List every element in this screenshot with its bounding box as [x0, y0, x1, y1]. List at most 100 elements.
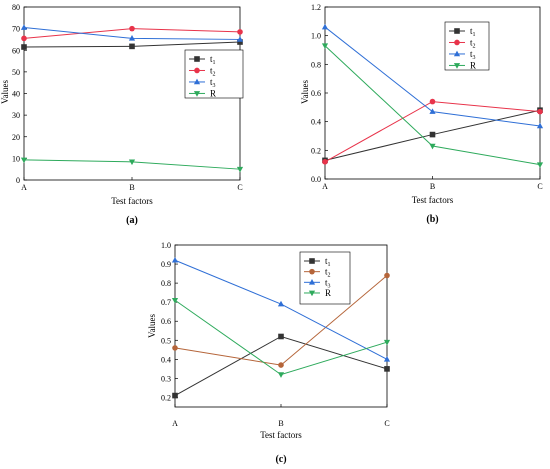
series-t3 [171, 256, 391, 362]
legend-marker [453, 50, 461, 57]
legend-label: t2 [210, 65, 216, 77]
y-tick-label: 0.2 [161, 393, 171, 402]
legend-marker [309, 268, 315, 275]
y-tick-label: 0.4 [161, 355, 171, 364]
legend-box [444, 21, 490, 71]
data-point [278, 333, 284, 340]
data-point [236, 166, 244, 173]
y-tick-label: 50 [12, 68, 20, 77]
y-tick-label: 0.8 [311, 60, 321, 69]
plot-frame [324, 6, 541, 180]
legend-marker [454, 28, 460, 34]
legend-item: R [449, 60, 476, 70]
y-tick-label: 10 [12, 154, 20, 163]
legend-marker [453, 63, 461, 69]
legend-item: R [189, 88, 216, 98]
y-tick-label: 0.5 [161, 336, 171, 345]
series-t1 [322, 107, 543, 164]
data-point [383, 356, 391, 362]
y-tick-label: 0.9 [161, 260, 171, 269]
y-tick-label: 0.8 [161, 279, 171, 288]
legend-label: t3 [470, 49, 476, 61]
data-point [429, 108, 436, 114]
chart-caption: (c) [275, 454, 286, 465]
y-tick-label: 0.6 [161, 317, 171, 326]
legend-item: t1 [304, 256, 331, 268]
data-point [429, 143, 436, 150]
y-tick-label: 60 [12, 46, 20, 55]
legend-label: R [325, 288, 331, 298]
x-tick-label: B [278, 419, 283, 428]
legend-item: t1 [189, 54, 216, 66]
legend-label: R [470, 60, 476, 70]
legend-label: t1 [470, 26, 476, 38]
x-tick-label: B [129, 183, 134, 192]
y-tick-label: 1.0 [311, 32, 321, 41]
legend-marker [193, 91, 201, 97]
legend-item: t3 [304, 277, 331, 289]
legend-item: t3 [189, 77, 216, 89]
data-point [129, 25, 135, 32]
y-tick-label: 30 [12, 111, 20, 120]
series-t1 [172, 333, 390, 399]
chart-1: 0 10 20 30 40 50 60 70 80 A B C Test factors Values (a… [0, 3, 244, 226]
data-point [277, 372, 285, 378]
x-tick-label: A [172, 419, 178, 428]
x-tick-label: A [322, 182, 328, 191]
legend-label: t2 [470, 37, 476, 49]
data-point [429, 98, 436, 105]
data-point [278, 362, 284, 368]
data-point [20, 24, 28, 30]
data-point [321, 43, 329, 49]
series-line [174, 259, 388, 360]
y-tick-label: 1.2 [311, 3, 321, 12]
y-tick-label: 0.2 [311, 146, 321, 155]
y-axis-label: Values [300, 80, 310, 104]
data-point [128, 159, 136, 166]
data-point [171, 256, 179, 263]
series-r [321, 43, 544, 168]
x-tick-label: C [537, 182, 542, 191]
legend-marker [308, 279, 316, 285]
y-tick-label: 80 [12, 3, 20, 12]
y-tick-label: 0.7 [161, 298, 171, 307]
data-point [129, 43, 135, 50]
chart-caption: (b) [426, 214, 438, 225]
legend-marker [308, 290, 316, 297]
y-tick-label: 0 [16, 176, 20, 185]
y-tick-label: 40 [12, 90, 20, 99]
y-axis-label: Values [0, 80, 10, 104]
plot-frame [174, 244, 388, 408]
data-point [21, 35, 27, 42]
x-axis-label: Test factors [260, 430, 302, 440]
data-point [21, 44, 27, 50]
legend-label: R [210, 88, 216, 98]
legend-marker [194, 56, 200, 62]
y-tick-label: 0.0 [311, 175, 321, 184]
legend-marker [194, 67, 200, 74]
data-point [384, 272, 390, 279]
x-axis-label: Test factors [412, 195, 454, 205]
data-point [237, 29, 243, 35]
legend-label: t1 [325, 256, 331, 268]
legend-item: t1 [449, 26, 476, 38]
x-tick-label: A [21, 183, 27, 192]
data-point [429, 131, 436, 138]
legend-item: R [304, 288, 331, 298]
series-r [171, 297, 391, 378]
data-point [384, 366, 390, 372]
data-point [172, 392, 178, 399]
legend-label: t1 [210, 54, 216, 66]
legend-label: t3 [210, 77, 216, 89]
legend-marker [193, 78, 201, 85]
data-point [171, 297, 179, 304]
series-t2 [172, 272, 390, 368]
legend-marker [309, 258, 315, 264]
series-t2 [21, 25, 243, 42]
x-tick-label: C [384, 419, 389, 428]
series-t3 [321, 23, 544, 129]
y-axis-label: Values [147, 314, 157, 338]
data-point [536, 122, 544, 129]
